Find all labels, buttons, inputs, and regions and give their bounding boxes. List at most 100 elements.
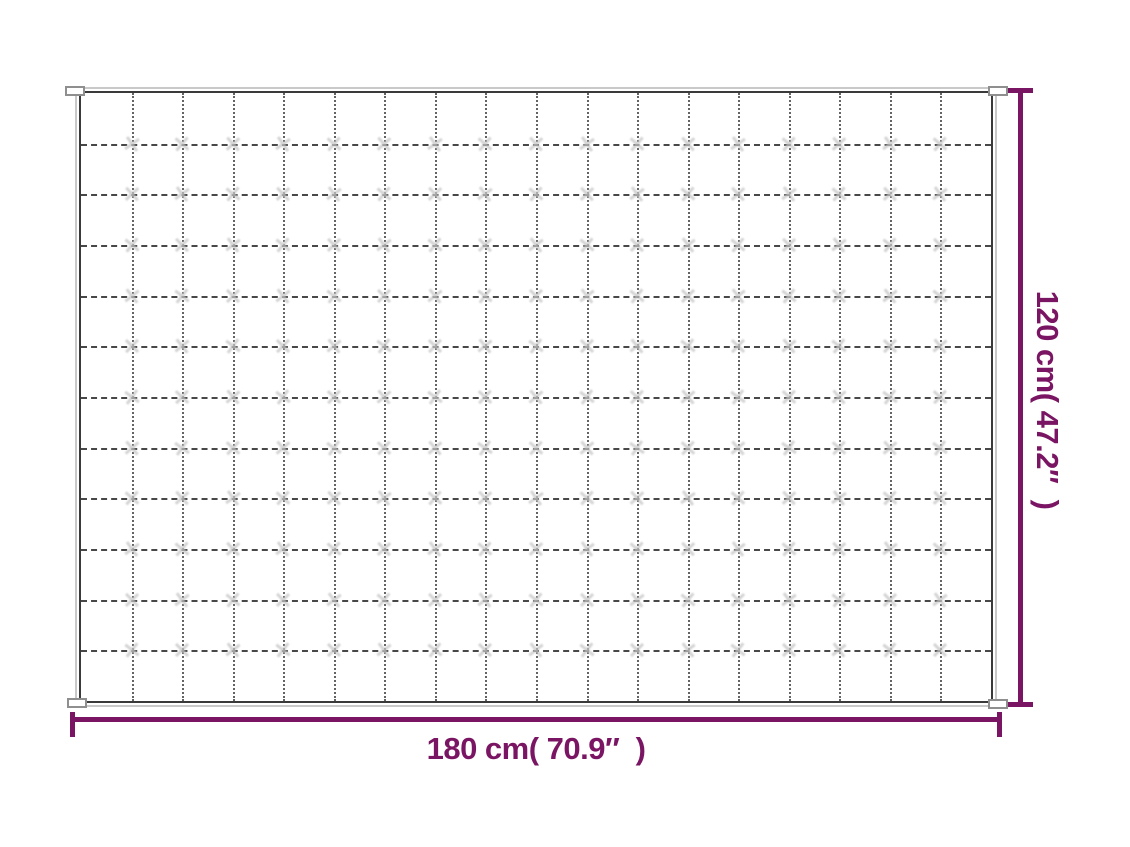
stitch-tuft-mark bbox=[776, 435, 801, 460]
stitch-tuft-mark bbox=[928, 435, 953, 460]
stitch-tuft-mark bbox=[776, 182, 801, 207]
stitch-tuft-mark bbox=[574, 131, 599, 156]
stitch-tuft-mark bbox=[321, 435, 346, 460]
stitch-tuft-mark bbox=[424, 588, 446, 610]
stitch-tuft-mark bbox=[625, 587, 650, 612]
stitch-tuft-mark bbox=[524, 436, 547, 459]
stitch-tuft-mark bbox=[827, 385, 851, 409]
stitch-tuft-mark bbox=[473, 334, 497, 358]
stitch-tuft-mark bbox=[372, 588, 396, 612]
stitch-tuft-mark bbox=[373, 436, 396, 459]
width-dimension-right-tick bbox=[997, 712, 1002, 737]
corner-tab-top-left bbox=[65, 86, 85, 96]
stitch-tuft-mark bbox=[574, 638, 599, 663]
stitch-tuft-mark bbox=[624, 435, 649, 460]
stitch-tuft-mark bbox=[574, 233, 598, 257]
stitch-tuft-mark bbox=[221, 385, 245, 409]
stitch-tuft-mark bbox=[473, 587, 498, 612]
stitch-tuft-mark bbox=[726, 283, 751, 308]
stitch-tuft-mark bbox=[221, 132, 244, 155]
stitch-tuft-mark bbox=[170, 283, 195, 308]
stitch-tuft-mark bbox=[828, 285, 850, 307]
stitch-tuft-mark bbox=[726, 384, 751, 409]
stitch-tuft-mark bbox=[524, 385, 548, 409]
stitch-tuft-mark bbox=[271, 638, 296, 663]
stitch-tuft-mark bbox=[827, 182, 851, 206]
stitch-tuft-mark bbox=[524, 132, 547, 155]
stitch-tuft-mark bbox=[778, 234, 800, 256]
stitch-tuft-mark bbox=[776, 587, 801, 612]
stitch-tuft-mark bbox=[119, 131, 144, 156]
corner-tab-bottom-left bbox=[67, 698, 87, 708]
stitch-tuft-mark bbox=[777, 537, 801, 561]
stitch-tuft-mark bbox=[574, 536, 599, 561]
width-dimension-label: 180 cm( 70.9″ ) bbox=[426, 731, 646, 766]
corner-tab-top-right bbox=[988, 86, 1008, 96]
stitch-tuft-mark bbox=[675, 638, 700, 663]
stitch-tuft-mark bbox=[524, 182, 548, 206]
stitch-tuft-mark bbox=[271, 384, 296, 409]
stitch-tuft-mark bbox=[625, 283, 650, 308]
stitch-tuft-mark bbox=[423, 436, 446, 459]
stitch-tuft-mark bbox=[271, 283, 296, 308]
stitch-tuft-mark bbox=[422, 536, 447, 561]
stitch-tuft-mark bbox=[171, 639, 193, 661]
stitch-tuft-mark bbox=[272, 588, 294, 610]
stitch-tuft-mark bbox=[119, 384, 144, 409]
stitch-tuft-mark bbox=[827, 334, 852, 359]
stitch-tuft-mark bbox=[120, 588, 142, 610]
stitch-tuft-mark bbox=[171, 386, 194, 409]
stitch-tuft-mark bbox=[929, 639, 951, 661]
stitch-tuft-mark bbox=[878, 233, 902, 257]
stitch-tuft-mark bbox=[928, 587, 953, 612]
stitch-tuft-mark bbox=[524, 334, 549, 359]
stitch-tuft-mark bbox=[828, 132, 851, 155]
stitch-tuft-mark bbox=[625, 132, 648, 155]
stitch-tuft-mark bbox=[575, 487, 598, 510]
stitch-tuft-mark bbox=[372, 182, 396, 206]
stitch-tuft-mark bbox=[119, 536, 144, 561]
stitch-tuft-mark bbox=[726, 436, 749, 459]
stitch-tuft-mark bbox=[222, 285, 244, 307]
stitch-tuft-mark bbox=[677, 285, 699, 307]
stitch-tuft-mark bbox=[877, 384, 902, 409]
stitch-tuft-mark bbox=[878, 283, 903, 308]
stitch-tuft-mark bbox=[424, 335, 446, 357]
stitch-tuft-mark bbox=[928, 283, 953, 308]
stitch-tuft-mark bbox=[878, 638, 903, 663]
stitch-tuft-mark bbox=[474, 487, 497, 510]
stitch-tuft-mark bbox=[879, 335, 901, 357]
stitch-tuft-mark bbox=[171, 487, 194, 510]
width-dimension-line bbox=[72, 717, 1002, 722]
stitch-tuft-mark bbox=[373, 538, 396, 561]
stitch-tuft-mark bbox=[322, 283, 347, 308]
stitch-tuft-mark bbox=[322, 132, 345, 155]
stitch-tuft-mark bbox=[119, 638, 144, 663]
height-dimension-top-tick bbox=[1007, 88, 1033, 93]
stitch-tuft-mark bbox=[423, 638, 448, 663]
stitch-tuft-mark bbox=[879, 588, 901, 610]
stitch-tuft-mark bbox=[626, 487, 649, 510]
height-dimension-line bbox=[1018, 90, 1023, 707]
stitch-tuft-mark bbox=[220, 638, 245, 663]
stitch-tuft-mark bbox=[827, 233, 852, 258]
stitch-tuft-mark bbox=[676, 385, 700, 409]
stitch-tuft-mark bbox=[120, 183, 143, 206]
stitch-tuft-mark bbox=[474, 639, 496, 661]
stitch-tuft-mark bbox=[676, 588, 700, 612]
stitch-tuft-mark bbox=[119, 283, 144, 308]
stitch-tuft-mark bbox=[220, 486, 245, 511]
stitch-tuft-mark bbox=[827, 486, 852, 511]
stitch-tuft-mark bbox=[271, 436, 294, 459]
stitch-tuft-mark bbox=[878, 183, 901, 206]
stitch-tuft-mark bbox=[827, 588, 851, 612]
stitch-tuft-mark bbox=[725, 131, 750, 156]
stitch-tuft-mark bbox=[221, 588, 245, 612]
stitch-tuft-mark bbox=[878, 436, 901, 459]
stitch-tuft-mark bbox=[675, 233, 700, 258]
stitch-tuft-mark bbox=[523, 486, 548, 511]
stitch-tuft-mark bbox=[372, 638, 397, 663]
stitch-tuft-mark bbox=[929, 487, 952, 510]
stitch-tuft-mark bbox=[271, 487, 294, 510]
